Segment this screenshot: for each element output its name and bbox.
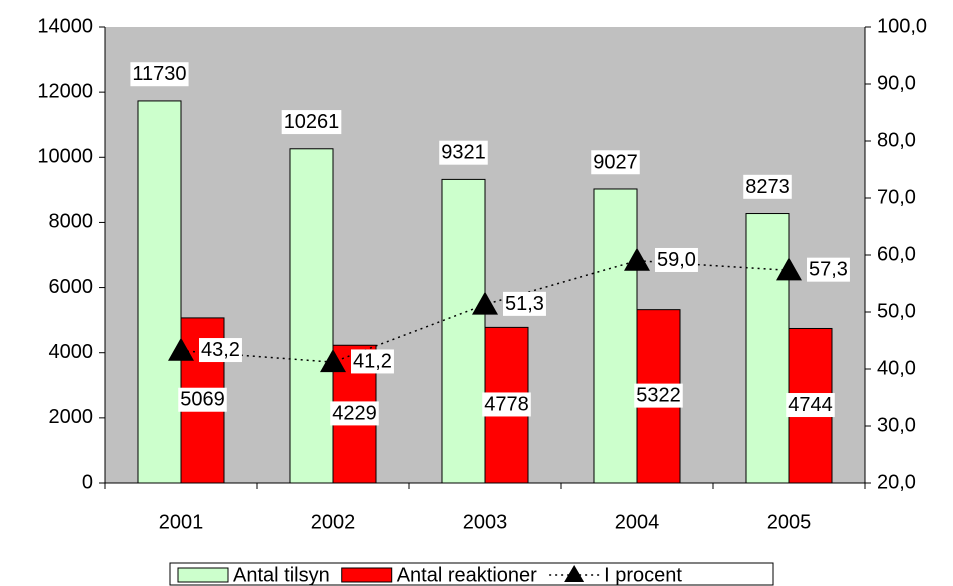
y-tick-label: 0 <box>82 471 93 493</box>
legend-label: I procent <box>604 564 682 586</box>
data-label-box <box>591 150 640 175</box>
data-label-box <box>281 110 342 135</box>
y-tick-label: 10000 <box>37 146 93 168</box>
line-marker <box>624 247 650 271</box>
y-tick-label: 4000 <box>49 341 94 363</box>
data-label: 57,3 <box>809 259 848 281</box>
legend-swatch <box>341 567 393 583</box>
legend-swatch <box>177 567 229 583</box>
line-marker <box>320 349 346 373</box>
x-tick-label: 2001 <box>159 511 204 533</box>
y-tick-label: 2000 <box>49 406 94 428</box>
y-tick-label: 14000 <box>37 15 93 37</box>
data-label-box <box>351 349 394 374</box>
data-label-box <box>807 257 850 282</box>
line-marker <box>776 257 802 281</box>
line-marker <box>472 291 498 315</box>
y2-tick-label: 100,0 <box>877 15 927 37</box>
data-label-box <box>655 247 698 272</box>
x-tick-label: 2002 <box>311 511 356 533</box>
x-tick-label: 2005 <box>767 511 812 533</box>
y-tick-label: 8000 <box>49 211 94 233</box>
legend-box <box>169 562 774 586</box>
data-label: 59,0 <box>657 249 696 271</box>
legend-label: Antal tilsyn <box>233 564 330 586</box>
y2-tick-label: 80,0 <box>877 129 916 151</box>
bar <box>137 100 182 484</box>
data-label-box <box>503 291 546 316</box>
y2-tick-label: 50,0 <box>877 300 916 322</box>
data-label: 5069 <box>180 389 225 411</box>
data-label: 43,2 <box>201 339 240 361</box>
data-label: 51,3 <box>505 293 544 315</box>
x-tick-label: 2003 <box>463 511 508 533</box>
bar <box>441 178 486 484</box>
y2-tick-label: 60,0 <box>877 243 916 265</box>
line-marker <box>168 337 194 361</box>
data-label: 9027 <box>593 151 638 173</box>
legend-marker <box>564 565 585 582</box>
data-label-box <box>743 174 792 199</box>
data-label: 11730 <box>132 63 186 85</box>
data-label: 4744 <box>788 394 833 416</box>
x-tick-label: 2004 <box>615 511 660 533</box>
data-label: 4229 <box>332 402 377 424</box>
data-label-box <box>439 140 488 165</box>
y2-tick-label: 40,0 <box>877 357 916 379</box>
data-label: 4778 <box>484 393 529 415</box>
bar <box>289 148 334 484</box>
data-label-box <box>178 387 227 412</box>
data-label: 41,2 <box>353 350 392 372</box>
bar <box>593 188 638 484</box>
y2-tick-label: 20,0 <box>877 471 916 493</box>
data-label-box <box>199 338 242 363</box>
data-label: 9321 <box>441 142 486 164</box>
data-label-box <box>786 393 835 418</box>
data-label-box <box>130 62 189 87</box>
data-label-box <box>330 401 379 426</box>
data-label: 5322 <box>636 385 681 407</box>
y-tick-label: 12000 <box>37 80 93 102</box>
y2-tick-label: 90,0 <box>877 72 916 94</box>
y2-tick-label: 30,0 <box>877 414 916 436</box>
y-tick-label: 6000 <box>49 276 94 298</box>
data-label: 10261 <box>284 111 340 133</box>
data-label: 8273 <box>745 176 790 198</box>
data-label-box <box>482 392 531 417</box>
data-label-box <box>634 383 683 408</box>
legend-label: Antal reaktioner <box>397 564 537 586</box>
y2-tick-label: 70,0 <box>877 186 916 208</box>
bar <box>745 213 790 484</box>
